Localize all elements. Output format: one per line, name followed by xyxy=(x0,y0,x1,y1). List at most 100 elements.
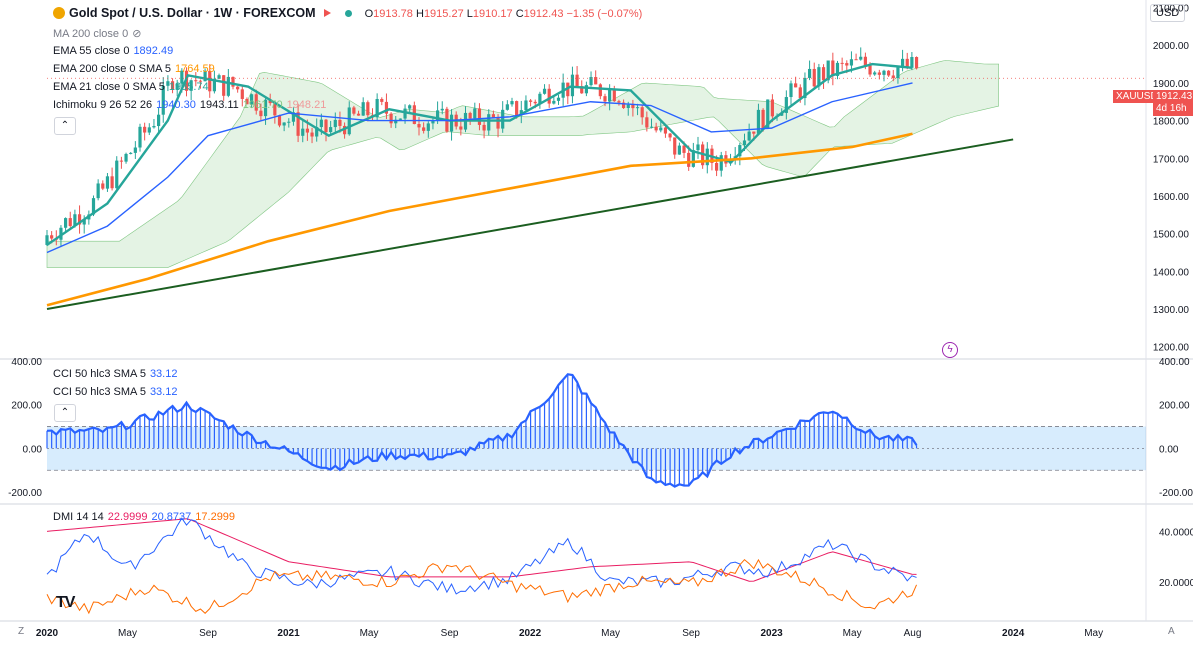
legend-ma200[interactable]: MA 200 close 0 ⊘ xyxy=(53,28,142,40)
symbol-title[interactable]: Gold Spot / U.S. Dollar · 1W · FOREXCOM … xyxy=(53,6,642,20)
time-tick-label: May xyxy=(601,628,620,639)
candle-body xyxy=(198,80,203,82)
price-tick-label: 2000.00 xyxy=(1153,41,1190,52)
candle-body xyxy=(226,76,230,96)
candle-body xyxy=(845,63,849,66)
zoom-button[interactable]: Z xyxy=(18,626,25,637)
candle-body xyxy=(877,72,881,75)
candle-body xyxy=(533,101,537,104)
candle-body xyxy=(505,104,509,110)
candle-body xyxy=(110,176,114,189)
time-tick-label: 2023 xyxy=(760,628,783,639)
candle-body xyxy=(138,126,142,148)
legend-dmi[interactable]: DMI 14 14 22.9999 20.8737 17.2999 xyxy=(53,511,236,523)
candle-body xyxy=(296,112,300,136)
candle-body xyxy=(417,124,421,128)
price-tick-label: 1500.00 xyxy=(1153,230,1190,241)
candle-body xyxy=(696,144,700,151)
candle-body xyxy=(621,102,626,109)
candle-body xyxy=(301,128,305,136)
series-line-ema55 xyxy=(46,82,913,254)
lightning-icon[interactable]: ϟ xyxy=(942,342,958,358)
candle-body xyxy=(659,127,663,131)
series-line-trendline xyxy=(46,138,1014,310)
time-tick-label: May xyxy=(118,628,137,639)
ichimoku-cloud xyxy=(46,60,999,268)
candle-body xyxy=(161,85,165,115)
candle-body xyxy=(77,214,82,225)
price-tick-label: 1600.00 xyxy=(1153,192,1190,203)
candle-body xyxy=(133,147,137,153)
candle-body xyxy=(91,198,96,215)
price-tick-label: 1700.00 xyxy=(1153,154,1190,165)
candle-body xyxy=(319,119,323,128)
collapse-legend-button[interactable]: ⌃ xyxy=(54,117,76,135)
candle-body xyxy=(677,145,681,155)
candle-body xyxy=(766,99,770,129)
time-tick-label: Aug xyxy=(904,628,922,639)
cci-tick-label: -200.00 xyxy=(1159,488,1193,499)
candle-body xyxy=(347,107,351,135)
candle-body xyxy=(873,72,877,75)
symbol-name: Gold Spot / U.S. Dollar · 1W · FOREXCOM xyxy=(69,6,316,20)
candle-body xyxy=(910,57,914,68)
candle-body xyxy=(482,124,486,131)
candle-body xyxy=(719,155,723,171)
auto-scale-button[interactable]: A xyxy=(1168,626,1175,637)
candle-body xyxy=(645,117,649,128)
candle-body xyxy=(714,162,719,171)
last-price-label: 1912.43 4d 16h xyxy=(1153,90,1193,116)
flag-icon[interactable] xyxy=(323,9,331,17)
candle-body xyxy=(812,68,816,87)
cci-tick-label: 200.00 xyxy=(11,401,42,412)
candle-body xyxy=(538,93,542,104)
legend-ema55[interactable]: EMA 55 close 0 1892.49 xyxy=(53,45,174,57)
candle-body xyxy=(315,127,319,137)
candle-body xyxy=(794,83,798,88)
time-tick-label: Sep xyxy=(199,628,217,639)
time-tick-label: May xyxy=(360,628,379,639)
candle-body xyxy=(217,75,221,79)
candle-body xyxy=(82,219,86,225)
series-line-ema21 xyxy=(46,62,913,246)
candle-body xyxy=(803,77,807,99)
legend-ichimoku[interactable]: Ichimoku 9 26 52 26 1940.30 1943.11 1961.70… xyxy=(53,99,327,111)
candle-body xyxy=(589,77,593,86)
eye-off-icon[interactable]: ⊘ xyxy=(132,28,142,40)
candle-body xyxy=(900,58,905,68)
candle-body xyxy=(152,126,156,128)
candle-body xyxy=(580,86,584,94)
candle-body xyxy=(254,94,258,111)
candle-body xyxy=(277,115,282,126)
candle-body xyxy=(887,70,891,76)
legend-ema200[interactable]: EMA 200 close 0 SMA 5 1764.59 xyxy=(53,63,215,75)
candle-body xyxy=(249,94,254,105)
candle-body xyxy=(598,84,602,97)
candle-body xyxy=(515,101,519,116)
candle-body xyxy=(63,218,68,228)
candle-body xyxy=(435,110,440,121)
candle-body xyxy=(101,183,105,189)
candle-body xyxy=(287,121,291,123)
price-tick-label: 1200.00 xyxy=(1153,343,1190,354)
cci-tick-label: 200.00 xyxy=(1159,401,1190,412)
candle-body xyxy=(747,131,751,141)
candle-body xyxy=(542,88,547,94)
candle-body xyxy=(398,118,402,120)
cci-tick-label: 400.00 xyxy=(1159,357,1190,368)
legend-cci-2[interactable]: CCI 50 hlc3 SMA 5 33.12 xyxy=(53,386,178,398)
candle-body xyxy=(849,59,854,66)
candle-body xyxy=(440,108,444,111)
candle-body xyxy=(408,105,412,109)
collapse-cci-button[interactable]: ⌃ xyxy=(54,404,76,422)
candle-body xyxy=(603,96,607,102)
cci-line xyxy=(46,373,918,488)
cci-band xyxy=(47,426,1146,471)
candle-body xyxy=(854,59,858,61)
legend-ema21[interactable]: EMA 21 close 0 SMA 5 1935.74 xyxy=(53,81,209,93)
candle-body xyxy=(826,60,830,81)
legend-cci-1[interactable]: CCI 50 hlc3 SMA 5 33.12 xyxy=(53,368,178,380)
candle-body xyxy=(105,176,110,189)
currency-selector[interactable]: USD xyxy=(1150,4,1186,22)
